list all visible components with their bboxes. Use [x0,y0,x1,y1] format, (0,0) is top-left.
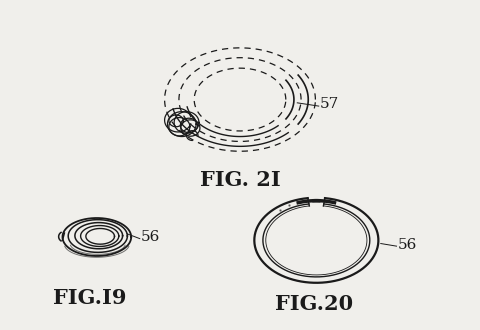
Text: FIG. 2I: FIG. 2I [200,170,280,190]
Text: 56: 56 [397,238,417,252]
Text: FIG.I9: FIG.I9 [53,287,126,308]
Text: FIG.20: FIG.20 [275,294,353,314]
Text: 57: 57 [320,97,339,112]
Text: 56: 56 [141,230,161,244]
